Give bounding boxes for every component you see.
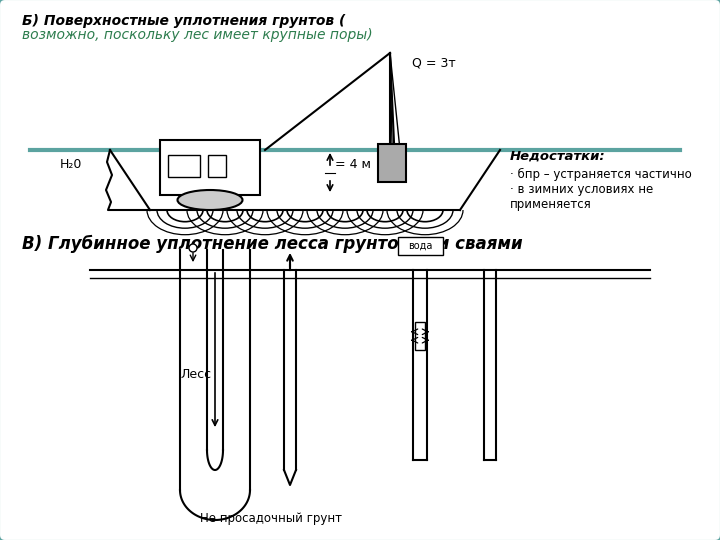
Text: · бпр – устраняется частично: · бпр – устраняется частично [510, 168, 692, 181]
Text: = 4 м: = 4 м [335, 158, 371, 171]
Circle shape [189, 244, 197, 252]
Text: Не просадочный грунт: Не просадочный грунт [200, 512, 342, 525]
Text: Н₂0: Н₂0 [60, 159, 82, 172]
Bar [168, 155, 200, 177]
Text: В) Глубинное уплотнение лесса грунтовыми сваями: В) Глубинное уплотнение лесса грунтовыми… [22, 235, 523, 253]
Ellipse shape [178, 190, 243, 210]
Text: Недостатки:: Недостатки: [510, 150, 606, 163]
Bar [415, 322, 425, 350]
Text: возможно, поскольку лес имеет крупные поры): возможно, поскольку лес имеет крупные по… [22, 28, 373, 42]
Text: вода: вода [408, 241, 432, 251]
Text: применяется: применяется [510, 198, 592, 211]
Text: Лесс: Лесс [180, 368, 211, 381]
Bar [208, 155, 226, 177]
Text: · в зимних условиях не: · в зимних условиях не [510, 183, 653, 196]
Bar [378, 144, 406, 182]
Text: Б) Поверхностные уплотнения грунтов (: Б) Поверхностные уплотнения грунтов ( [22, 14, 346, 28]
Bar [160, 140, 260, 195]
Text: Q = 3т: Q = 3т [412, 57, 456, 70]
Bar [398, 237, 443, 255]
